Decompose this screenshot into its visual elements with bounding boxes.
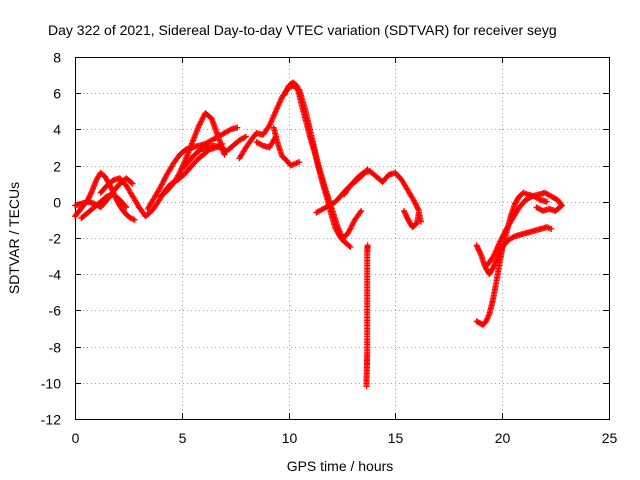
series-arc-18 [533, 202, 566, 214]
chart-title: Day 322 of 2021, Sidereal Day-to-day VTE… [48, 22, 557, 38]
data-point [546, 225, 553, 232]
data-point [559, 202, 566, 209]
x-tick-label: 5 [179, 430, 187, 446]
x-tick-label: 0 [72, 430, 80, 446]
series-arc-16 [473, 224, 555, 278]
series-arc-11 [253, 133, 279, 151]
data-point [347, 244, 354, 251]
data-point [272, 133, 279, 140]
data-point [123, 204, 130, 211]
x-tick-label: 25 [602, 430, 618, 446]
series-arc-13 [341, 168, 422, 214]
y-tick-label: -4 [49, 267, 62, 283]
x-tick-label: 10 [282, 430, 298, 446]
series-arc-10 [270, 124, 303, 169]
y-tick-label: -8 [49, 340, 62, 356]
x-tick-label: 15 [388, 430, 404, 446]
data-point [557, 203, 564, 210]
series-arc-7 [178, 133, 249, 173]
x-axis-title: GPS time / hours [287, 458, 394, 474]
data-point [129, 180, 136, 187]
series-arc-9 [281, 79, 365, 243]
data-point [131, 216, 138, 223]
series-arc-3 [78, 191, 130, 222]
data-point [242, 133, 249, 140]
data-point [364, 242, 371, 249]
data-point [418, 218, 425, 225]
y-tick-label: 2 [53, 159, 61, 175]
series-arc-17 [484, 189, 566, 269]
data-point [545, 224, 552, 231]
data-point [477, 249, 484, 256]
grid [75, 57, 609, 419]
y-tick-label: 6 [53, 86, 61, 102]
data-point [241, 134, 248, 141]
y-tick-label: -2 [49, 231, 62, 247]
data-series [72, 79, 566, 390]
data-point [88, 189, 95, 196]
data-point [548, 225, 555, 232]
x-tick-label: 20 [495, 430, 511, 446]
axis-ticks: 0 5 10 15 20 25 -12 -10 -8 -6 -4 -2 0 2 4 6 8 [41, 50, 618, 447]
data-point [357, 209, 364, 216]
y-axis-title: SDTVAR / TECUs [6, 182, 22, 294]
y-tick-label: -10 [41, 376, 61, 392]
y-tick-label: 8 [53, 50, 61, 66]
data-point [221, 151, 228, 158]
data-point [271, 134, 278, 141]
series-arc-4 [97, 140, 226, 220]
data-point [296, 158, 303, 165]
data-point [234, 124, 241, 131]
y-tick-label: -12 [41, 412, 61, 428]
series-spike-13-7 [363, 242, 371, 390]
series-arc-14 [400, 207, 425, 231]
y-tick-label: 4 [53, 122, 61, 138]
y-tick-label: 0 [53, 195, 61, 211]
y-tick-label: -6 [49, 303, 62, 319]
data-point [346, 243, 353, 250]
data-point [122, 203, 129, 210]
data-point [544, 198, 551, 205]
data-point [358, 207, 365, 214]
data-point [128, 179, 135, 186]
